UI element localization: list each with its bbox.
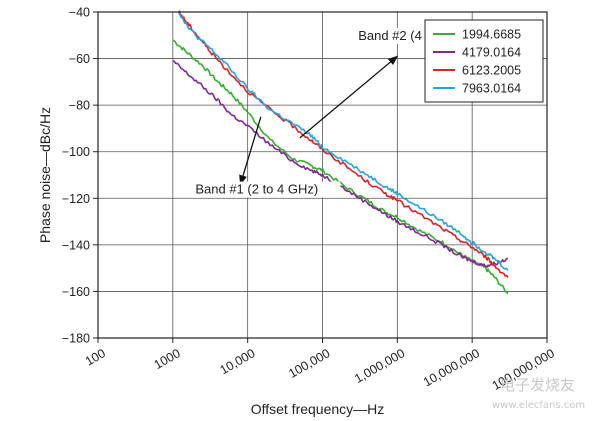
y-tick-label: −140 [62,238,90,252]
series-line-6123.2005 [178,10,509,278]
annotation-arrow [239,116,262,186]
x-tick-label: 10,000,000 [421,346,482,389]
watermark-line1: 电子发烧友 [500,376,575,394]
x-axis-label: Offset frequency—Hz [251,401,385,417]
legend-entry: 4179.0164 [462,46,521,60]
x-tick-label: 10,000 [217,346,257,377]
watermark-line2: www.elecfans.com [492,400,585,411]
legend-entry: 7963.0164 [462,82,521,96]
x-tick-label: 1,000,000 [352,346,407,386]
series-line-1994.6685 [172,39,509,295]
watermark: 电子发烧友 www.elecfans.com [492,376,585,411]
y-tick-label: −40 [69,6,90,20]
x-tick-label: 100,000 [286,346,332,381]
y-tick-label: −120 [62,192,90,206]
y-axis-label: Phase noise—dBc/Hz [37,107,53,243]
legend: 1994.6685 4179.0164 6123.2005 7963.0164 [424,19,544,103]
x-tick-label: 1000 [152,346,183,372]
annotation-label: Band #1 (2 to 4 GHz) [195,182,318,197]
legend-entry: 1994.6685 [462,28,521,42]
y-tick-label: −80 [69,99,90,113]
y-tick-label: −60 [69,52,90,66]
series-line-4179.0164 [172,60,509,268]
x-tick-label: 100 [83,346,108,369]
x-axis-ticks: 100 1000 10,000 100,000 1,000,000 10,000,000 1… [83,338,557,393]
annotation-arrow [299,55,399,139]
legend-entry: 6123.2005 [462,64,521,78]
y-axis-ticks: −40 −60 −80 −100 −120 −140 −160 −180 [62,6,98,346]
y-tick-label: −160 [62,285,90,299]
y-tick-label: −100 [62,145,90,159]
series-line-7963.0164 [178,11,509,271]
series-layer [172,10,509,295]
y-tick-label: −180 [62,332,90,346]
grid-lines [97,11,548,339]
annotation-label-bg [192,181,341,198]
